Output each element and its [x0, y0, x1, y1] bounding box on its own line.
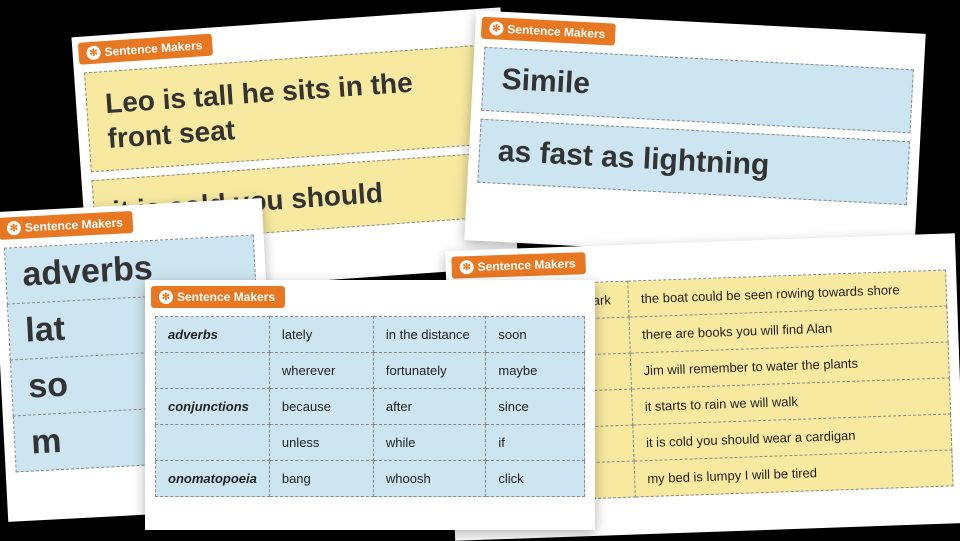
badge-label: Sentence Makers — [104, 38, 203, 59]
table-cell: in the distance — [373, 317, 485, 353]
table-cell: onomatopoeia — [156, 461, 270, 497]
badge-label: Sentence Makers — [507, 22, 606, 41]
table-cell: if — [486, 425, 585, 461]
table-cell — [156, 425, 270, 461]
badge-label: Sentence Makers — [25, 215, 124, 234]
table-cell — [156, 353, 270, 389]
simile-title-box: Simile — [481, 47, 914, 133]
table-cell: fortunately — [373, 353, 485, 389]
table-cell: adverbs — [156, 317, 270, 353]
grammar-table: adverbslatelyin the distancesoon wherever… — [155, 316, 585, 497]
table-cell: after — [373, 389, 485, 425]
card-blue-table: ✻ Sentence Makers adverbslatelyin the di… — [145, 280, 595, 530]
badge: ✻ Sentence Makers — [481, 17, 616, 46]
table-cell: whoosh — [373, 461, 485, 497]
badge-icon: ✻ — [489, 21, 504, 36]
badge: ✻ Sentence Makers — [0, 211, 133, 240]
badge: ✻ Sentence Makers — [451, 252, 586, 279]
table-cell: maybe — [486, 353, 585, 389]
simile-example-box: as fast as lightning — [477, 119, 910, 205]
table-cell: conjunctions — [156, 389, 270, 425]
badge-label: Sentence Makers — [177, 290, 275, 304]
table-cell: wherever — [269, 353, 373, 389]
badge: ✻ Sentence Makers — [78, 34, 213, 65]
table-cell: unless — [269, 425, 373, 461]
table-cell: bang — [269, 461, 373, 497]
badge-icon: ✻ — [7, 221, 22, 236]
table-cell: because — [269, 389, 373, 425]
table-cell: while — [373, 425, 485, 461]
table-cell: soon — [486, 317, 585, 353]
sentence-box-1: Leo is tall he sits in the front seat — [84, 44, 500, 172]
badge-icon: ✻ — [86, 45, 101, 60]
table-cell: since — [486, 389, 585, 425]
card-blue-simile: ✻ Sentence Makers Simile as fast as ligh… — [464, 10, 925, 263]
badge-icon: ✻ — [459, 260, 473, 274]
table-cell: lately — [269, 317, 373, 353]
badge: ✻ Sentence Makers — [151, 286, 285, 308]
badge-label: Sentence Makers — [477, 256, 575, 273]
table-cell: click — [486, 461, 585, 497]
badge-icon: ✻ — [159, 290, 173, 304]
